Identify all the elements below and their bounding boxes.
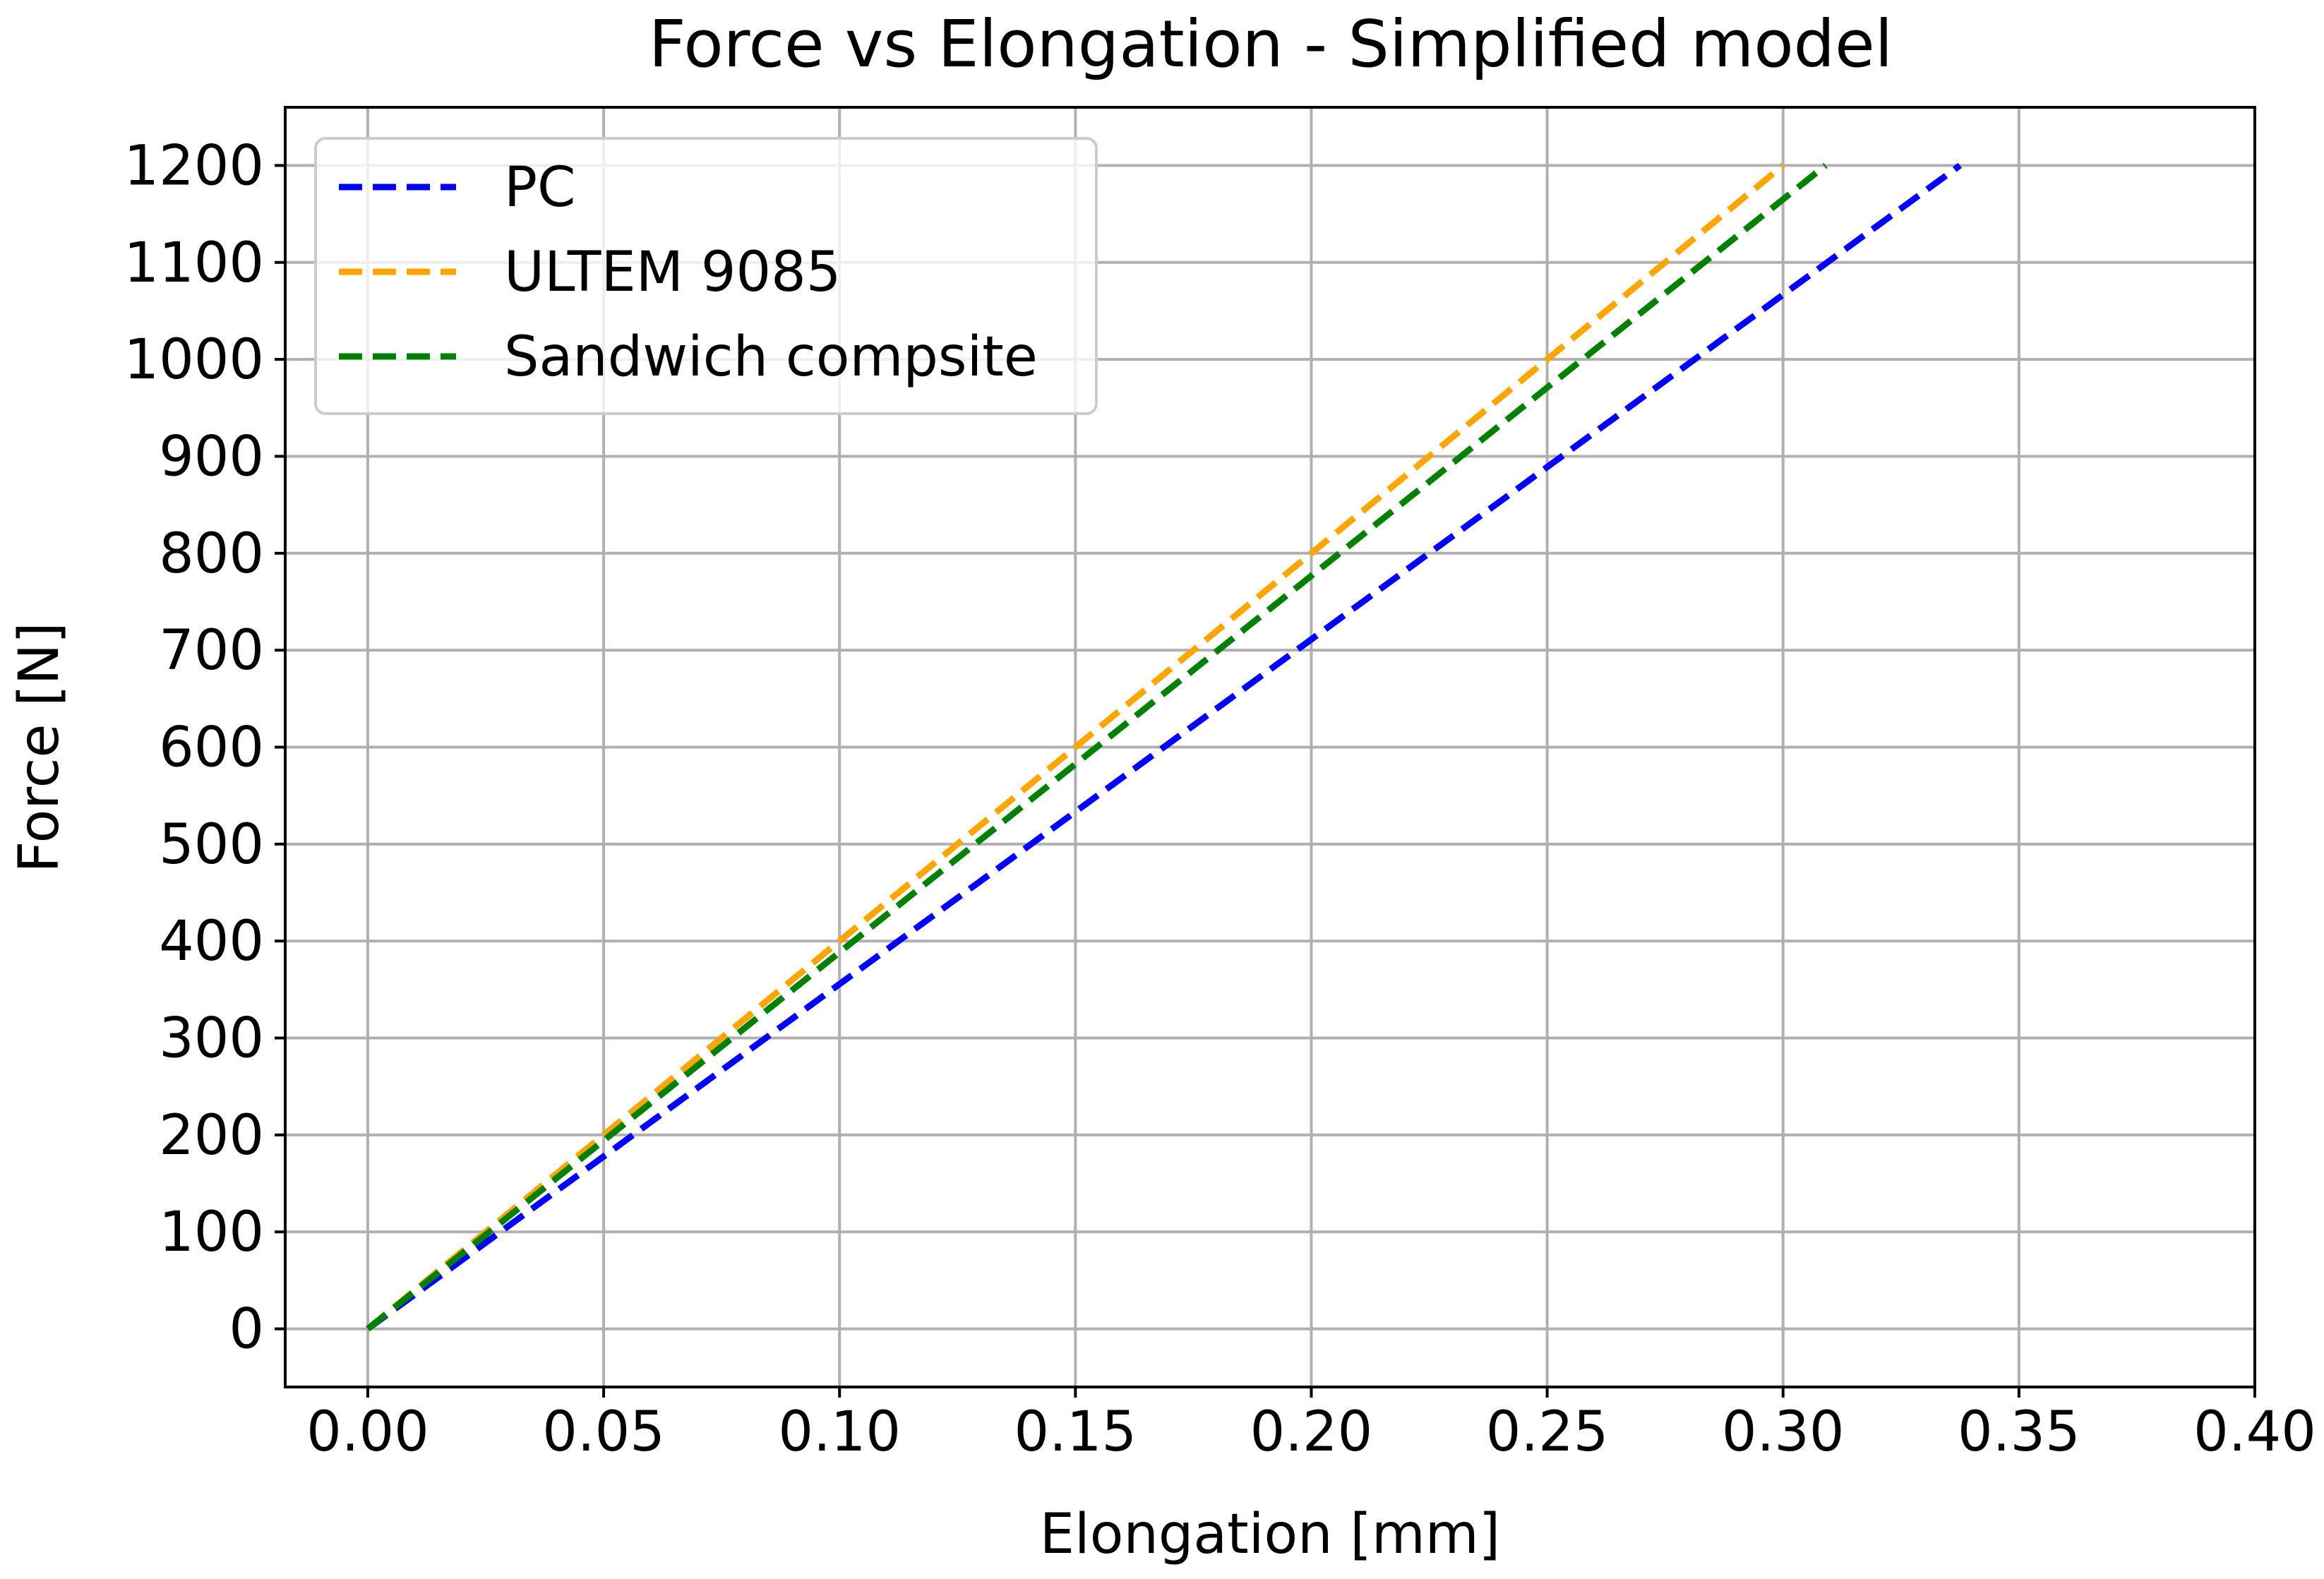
x-tick-label: 0.05 bbox=[542, 1400, 665, 1464]
x-axis-label: Elongation [mm] bbox=[1040, 1503, 1500, 1566]
y-tick-label: 1200 bbox=[124, 134, 264, 198]
y-tick-label: 700 bbox=[159, 619, 264, 683]
legend-box bbox=[314, 137, 1098, 415]
series-line-ultem-9085 bbox=[366, 162, 1785, 1332]
y-tick-label: 500 bbox=[159, 813, 264, 877]
x-tick-label: 0.10 bbox=[778, 1400, 901, 1464]
x-tick-label: 0.20 bbox=[1250, 1400, 1373, 1464]
x-tick-label: 0.40 bbox=[2193, 1400, 2316, 1464]
x-tick-label: 0.00 bbox=[306, 1400, 429, 1464]
y-tick-label: 200 bbox=[159, 1104, 264, 1167]
y-tick-label: 300 bbox=[159, 1007, 264, 1071]
y-tick-label: 600 bbox=[159, 716, 264, 780]
y-axis-label: Force [N] bbox=[8, 622, 71, 872]
series-line-sandwich-compsite bbox=[366, 162, 1828, 1332]
y-tick-label: 900 bbox=[159, 425, 264, 488]
legend-label-ultem-9085: ULTEM 9085 bbox=[504, 241, 841, 304]
series-line-pc bbox=[366, 162, 1962, 1332]
chart-title: Force vs Elongation - Simplified model bbox=[649, 6, 1893, 82]
x-tick-label: 0.15 bbox=[1014, 1400, 1137, 1464]
legend-label-sandwich-compsite: Sandwich compsite bbox=[504, 325, 1038, 389]
y-tick-label: 0 bbox=[229, 1298, 264, 1362]
x-tick-label: 0.35 bbox=[1958, 1400, 2080, 1464]
x-tick-label: 0.30 bbox=[1722, 1400, 1845, 1464]
legend-label-pc: PC bbox=[504, 156, 576, 220]
y-tick-label: 100 bbox=[159, 1201, 264, 1264]
y-axis-ticks: 0 100 200 300 400 500 600 700 800 900 1000 1100 1200 bbox=[124, 134, 285, 1362]
y-tick-label: 800 bbox=[159, 522, 264, 586]
legend: PC ULTEM 9085 Sandwich compsite bbox=[314, 137, 1098, 415]
y-tick-label: 1000 bbox=[124, 328, 264, 392]
y-tick-label: 1100 bbox=[124, 232, 264, 295]
y-tick-label: 400 bbox=[159, 910, 264, 973]
x-tick-label: 0.25 bbox=[1486, 1400, 1609, 1464]
x-axis-ticks: 0.00 0.05 0.10 0.15 0.20 0.25 0.30 0.35 0.40 bbox=[306, 1387, 2316, 1464]
legend-items: PC ULTEM 9085 Sandwich compsite bbox=[339, 156, 1038, 389]
plot-series bbox=[366, 162, 1962, 1332]
